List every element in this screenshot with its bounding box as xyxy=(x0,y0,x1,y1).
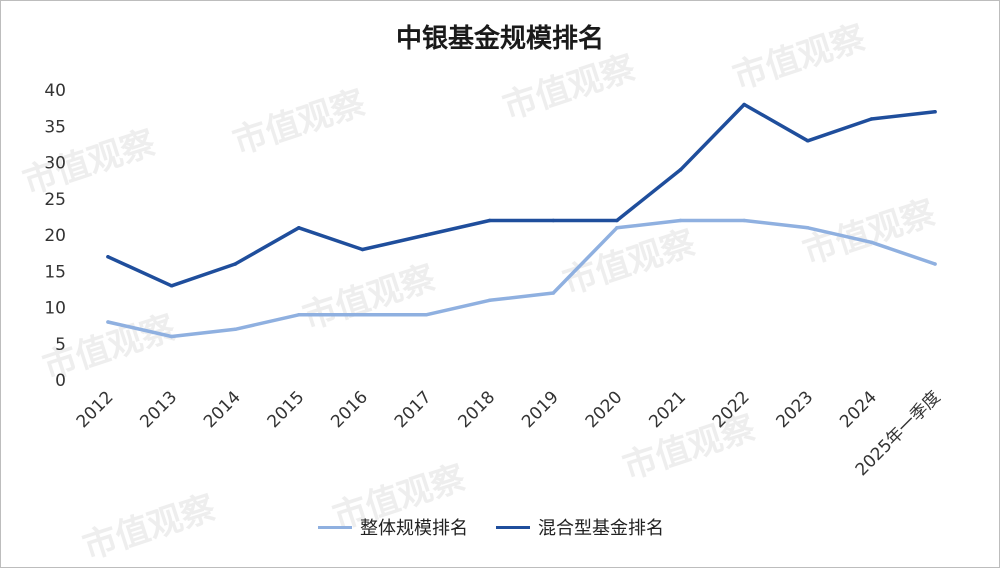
chart-title: 中银基金规模排名 xyxy=(395,24,604,54)
data-point-series-0 xyxy=(869,240,874,245)
legend-item-overall: 整体规模排名 xyxy=(318,514,468,540)
x-tick-label: 2020 xyxy=(582,387,627,432)
x-tick-label: 2014 xyxy=(200,387,245,432)
y-tick-label: 40 xyxy=(44,81,66,101)
data-point-series-1 xyxy=(933,109,937,114)
legend-item-hybrid: 混合型基金排名 xyxy=(496,514,664,540)
data-point-series-1 xyxy=(233,262,238,266)
data-point-series-1 xyxy=(424,233,428,237)
x-tick-label: 2016 xyxy=(327,387,372,432)
y-tick-label: 25 xyxy=(44,190,66,210)
legend-swatch-hybrid xyxy=(496,525,530,529)
data-point-series-1 xyxy=(169,283,174,288)
y-tick-label: 10 xyxy=(44,299,66,319)
x-tick-label: 2019 xyxy=(518,387,563,432)
y-tick-label: 15 xyxy=(44,262,66,282)
data-point-series-0 xyxy=(360,312,365,317)
data-point-series-1 xyxy=(742,102,746,107)
data-point-series-0 xyxy=(615,225,619,230)
data-point-series-0 xyxy=(424,312,428,317)
data-point-series-1 xyxy=(360,247,365,252)
series-line-0 xyxy=(106,218,937,339)
data-point-series-0 xyxy=(805,225,810,230)
y-tick-label: 5 xyxy=(55,335,66,355)
data-point-series-0 xyxy=(233,327,238,332)
x-tick-label: 2022 xyxy=(709,387,754,432)
series-line-1 xyxy=(106,102,937,288)
x-tick-label: 2012 xyxy=(73,387,118,432)
y-tick-label: 30 xyxy=(44,154,66,174)
data-point-series-0 xyxy=(933,262,937,266)
data-point-series-1 xyxy=(869,117,874,121)
legend-label-hybrid: 混合型基金排名 xyxy=(538,518,664,539)
x-tick-label: 2013 xyxy=(136,387,181,432)
x-tick-label: 2024 xyxy=(836,387,881,432)
y-tick-label: 20 xyxy=(44,226,66,246)
data-point-series-0 xyxy=(742,218,746,223)
data-point-series-0 xyxy=(487,298,492,303)
data-point-series-1 xyxy=(297,225,301,230)
data-point-series-0 xyxy=(551,291,556,295)
data-point-series-1 xyxy=(805,138,810,143)
data-point-series-1 xyxy=(551,218,556,223)
legend: 整体规模排名 混合型基金排名 xyxy=(0,514,1000,544)
data-point-series-0 xyxy=(106,320,110,324)
data-point-series-0 xyxy=(297,312,301,317)
legend-label-overall: 整体规模排名 xyxy=(360,518,468,539)
data-point-series-1 xyxy=(615,218,619,223)
x-tick-label: 2017 xyxy=(391,387,436,432)
x-tick-label: 2015 xyxy=(264,387,309,432)
y-tick-label: 0 xyxy=(55,371,66,391)
legend-swatch-overall xyxy=(318,525,352,529)
data-point-series-1 xyxy=(106,254,110,259)
data-point-series-0 xyxy=(678,218,683,223)
y-tick-label: 35 xyxy=(44,117,66,137)
x-tick-label: 2023 xyxy=(773,387,818,432)
x-tick-label: 2021 xyxy=(645,387,690,432)
x-tick-label: 2018 xyxy=(454,387,499,432)
data-point-series-1 xyxy=(678,167,683,172)
data-point-series-0 xyxy=(169,334,174,339)
data-point-series-1 xyxy=(487,218,492,223)
